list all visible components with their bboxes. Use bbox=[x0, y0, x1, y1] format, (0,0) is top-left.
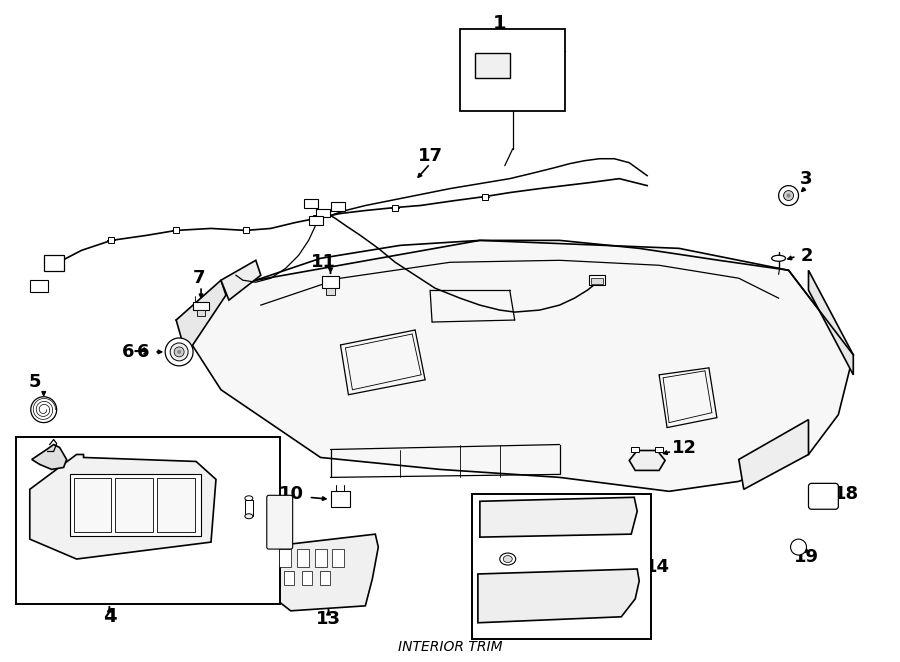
Bar bbox=[279, 549, 291, 567]
Ellipse shape bbox=[503, 555, 512, 563]
Bar bbox=[194, 302, 209, 310]
Text: 5: 5 bbox=[29, 373, 41, 391]
Polygon shape bbox=[176, 280, 226, 355]
Bar bbox=[320, 571, 329, 585]
Text: 9: 9 bbox=[249, 562, 262, 580]
Circle shape bbox=[175, 347, 184, 357]
Text: 7: 7 bbox=[193, 269, 205, 287]
Text: 19: 19 bbox=[794, 548, 819, 566]
Bar bbox=[245, 500, 253, 516]
Polygon shape bbox=[176, 240, 853, 491]
Bar bbox=[331, 201, 346, 211]
Circle shape bbox=[790, 539, 806, 555]
Text: 11: 11 bbox=[311, 254, 336, 271]
Bar bbox=[243, 228, 248, 234]
Circle shape bbox=[784, 191, 794, 201]
Ellipse shape bbox=[245, 496, 253, 500]
Bar bbox=[44, 256, 64, 271]
Bar bbox=[590, 275, 606, 285]
Circle shape bbox=[177, 350, 181, 354]
Bar bbox=[309, 216, 322, 226]
Text: 14: 14 bbox=[644, 558, 670, 576]
Text: 6→: 6→ bbox=[122, 343, 149, 361]
Bar bbox=[158, 479, 195, 532]
Polygon shape bbox=[30, 455, 216, 559]
Circle shape bbox=[31, 397, 57, 422]
Text: INTERIOR TRIM: INTERIOR TRIM bbox=[398, 639, 502, 653]
Bar bbox=[631, 446, 639, 453]
Bar bbox=[392, 205, 398, 211]
Bar bbox=[16, 436, 280, 604]
Bar bbox=[326, 288, 336, 295]
Polygon shape bbox=[221, 260, 261, 300]
Polygon shape bbox=[480, 497, 637, 537]
Text: 8: 8 bbox=[242, 463, 256, 481]
Polygon shape bbox=[478, 569, 639, 623]
Bar bbox=[330, 491, 350, 507]
Polygon shape bbox=[629, 451, 665, 471]
Text: 1: 1 bbox=[493, 14, 507, 33]
Polygon shape bbox=[739, 420, 808, 489]
Bar bbox=[475, 53, 509, 78]
Text: 13: 13 bbox=[316, 610, 341, 628]
Ellipse shape bbox=[500, 553, 516, 565]
Bar bbox=[197, 310, 205, 316]
Text: 6: 6 bbox=[137, 343, 149, 361]
Bar bbox=[115, 479, 153, 532]
Bar bbox=[30, 280, 48, 292]
Bar bbox=[482, 193, 488, 199]
Bar bbox=[173, 228, 179, 234]
Bar bbox=[315, 549, 327, 567]
Bar bbox=[316, 209, 329, 218]
Bar bbox=[74, 479, 112, 532]
FancyBboxPatch shape bbox=[266, 495, 292, 549]
Text: 16: 16 bbox=[545, 588, 570, 606]
Bar bbox=[69, 475, 201, 536]
Bar bbox=[303, 199, 318, 207]
Circle shape bbox=[170, 343, 188, 361]
Bar bbox=[302, 571, 311, 585]
Text: 12: 12 bbox=[671, 438, 697, 457]
Text: 18: 18 bbox=[833, 485, 859, 503]
Bar bbox=[591, 278, 603, 284]
Polygon shape bbox=[808, 270, 853, 375]
Text: 10: 10 bbox=[279, 485, 303, 503]
Text: 2: 2 bbox=[800, 248, 813, 265]
Text: 17: 17 bbox=[418, 147, 443, 165]
Text: 4: 4 bbox=[103, 607, 116, 626]
Ellipse shape bbox=[245, 514, 253, 519]
Bar bbox=[284, 571, 293, 585]
Bar bbox=[297, 549, 309, 567]
FancyBboxPatch shape bbox=[808, 483, 839, 509]
Bar bbox=[332, 549, 345, 567]
Bar bbox=[108, 238, 114, 244]
Circle shape bbox=[166, 338, 194, 366]
Bar bbox=[321, 276, 339, 288]
Ellipse shape bbox=[771, 256, 786, 261]
Circle shape bbox=[787, 193, 790, 197]
Circle shape bbox=[778, 185, 798, 205]
Bar bbox=[472, 495, 652, 639]
Bar bbox=[312, 216, 319, 222]
Bar bbox=[655, 446, 663, 453]
Text: 3: 3 bbox=[800, 169, 813, 187]
Polygon shape bbox=[32, 444, 67, 469]
Polygon shape bbox=[273, 534, 378, 611]
Text: 15: 15 bbox=[537, 548, 562, 566]
Bar bbox=[460, 29, 564, 111]
